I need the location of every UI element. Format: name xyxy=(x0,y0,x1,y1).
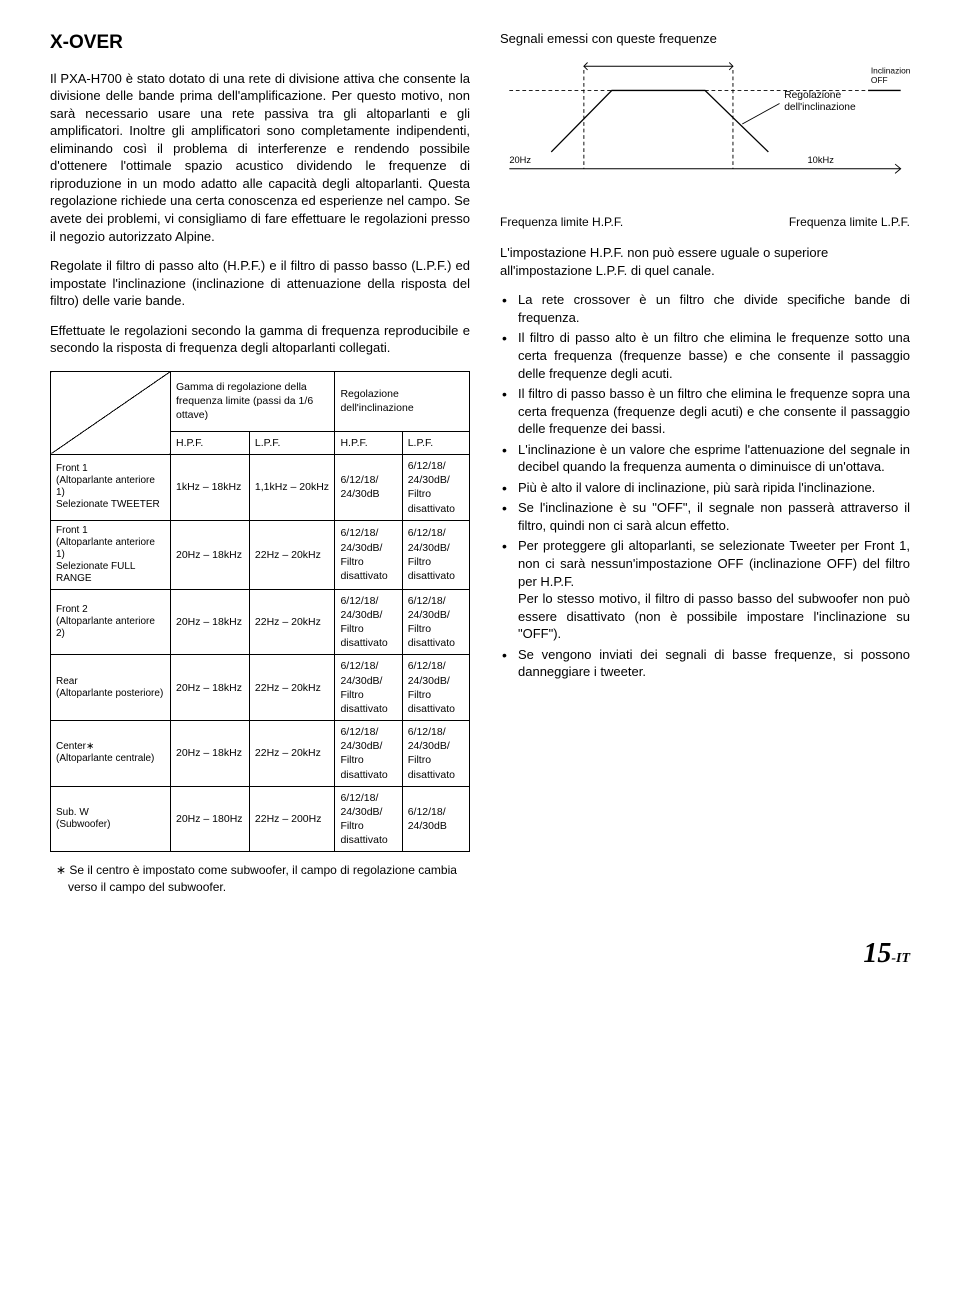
diagram-10khz-label: 10kHz xyxy=(808,155,835,165)
table-cell: 6/12/18/ 24/30dB/ Filtro disattivato xyxy=(402,589,469,655)
list-item: Più è alto il valore di inclinazione, pi… xyxy=(500,479,910,497)
table-cell: 22Hz – 20kHz xyxy=(249,655,335,721)
crossover-table: Gamma di regolazione della frequenza lim… xyxy=(50,371,470,853)
table-row: Sub. W (Subwoofer)20Hz – 180Hz22Hz – 200… xyxy=(51,786,470,852)
table-cell: 22Hz – 20kHz xyxy=(249,721,335,787)
table-cell: 6/12/18/ 24/30dB/ Filtro disattivato xyxy=(402,655,469,721)
table-subheader-lpf-s: L.P.F. xyxy=(402,431,469,454)
table-cell: 20Hz – 18kHz xyxy=(171,520,250,589)
hpf-note: L'impostazione H.P.F. non può essere ugu… xyxy=(500,244,910,279)
intro-para-1: Il PXA-H700 è stato dotato di una rete d… xyxy=(50,70,470,245)
list-item: Se vengono inviati dei segnali di basse … xyxy=(500,646,910,681)
table-subheader-hpf: H.P.F. xyxy=(171,431,250,454)
table-row-label: Center∗ (Altoparlante centrale) xyxy=(51,721,171,787)
table-corner xyxy=(51,371,171,454)
table-cell: 20Hz – 180Hz xyxy=(171,786,250,852)
table-cell: 22Hz – 20kHz xyxy=(249,520,335,589)
table-subheader-hpf-s: H.P.F. xyxy=(335,431,402,454)
table-row-label: Front 2 (Altoparlante anteriore 2) xyxy=(51,589,171,655)
list-item: Il filtro di passo alto è un filtro che … xyxy=(500,329,910,382)
list-item: La rete crossover è un filtro che divide… xyxy=(500,291,910,326)
notes-list: La rete crossover è un filtro che divide… xyxy=(500,291,910,680)
table-header-range: Gamma di regolazione della frequenza lim… xyxy=(171,371,335,431)
list-item: Per proteggere gli altoparlanti, se sele… xyxy=(500,537,910,642)
table-cell: 1,1kHz – 20kHz xyxy=(249,455,335,521)
freq-limit-lpf: Frequenza limite L.P.F. xyxy=(789,214,910,230)
list-item: Se l'inclinazione è su "OFF", il segnale… xyxy=(500,499,910,534)
table-row: Rear (Altoparlante posteriore)20Hz – 18k… xyxy=(51,655,470,721)
table-cell: 6/12/18/ 24/30dB/ Filtro disattivato xyxy=(335,721,402,787)
table-subheader-lpf: L.P.F. xyxy=(249,431,335,454)
list-item: L'inclinazione è un valore che esprime l… xyxy=(500,441,910,476)
table-row: Front 2 (Altoparlante anteriore 2)20Hz –… xyxy=(51,589,470,655)
table-cell: 6/12/18/ 24/30dB/ Filtro disattivato xyxy=(402,721,469,787)
table-cell: 6/12/18/ 24/30dB/ Filtro disattivato xyxy=(402,520,469,589)
diagram-reg-label-2: dell'inclinazione xyxy=(784,102,856,113)
table-row-label: Front 1 (Altoparlante anteriore 1) Selez… xyxy=(51,520,171,589)
table-cell: 6/12/18/ 24/30dB/ Filtro disattivato xyxy=(335,520,402,589)
diagram-incl-off-2: OFF xyxy=(871,75,888,85)
table-cell: 22Hz – 20kHz xyxy=(249,589,335,655)
table-cell: 22Hz – 200Hz xyxy=(249,786,335,852)
list-item: Il filtro di passo basso è un filtro che… xyxy=(500,385,910,438)
table-cell: 6/12/18/ 24/30dB xyxy=(402,786,469,852)
table-cell: 1kHz – 18kHz xyxy=(171,455,250,521)
table-cell: 6/12/18/ 24/30dB/ Filtro disattivato xyxy=(335,786,402,852)
table-row-label: Front 1 (Altoparlante anteriore 1) Selez… xyxy=(51,455,171,521)
table-row: Center∗ (Altoparlante centrale)20Hz – 18… xyxy=(51,721,470,787)
page-title: X-OVER xyxy=(50,30,470,56)
intro-para-3: Effettuate le regolazioni secondo la gam… xyxy=(50,322,470,357)
frequency-diagram: Regolazione dell'inclinazione Inclinazio… xyxy=(500,54,910,194)
freq-limit-hpf: Frequenza limite H.P.F. xyxy=(500,214,623,230)
table-cell: 6/12/18/ 24/30dB/ Filtro disattivato xyxy=(402,455,469,521)
table-row-label: Sub. W (Subwoofer) xyxy=(51,786,171,852)
diagram-20hz-label: 20Hz xyxy=(509,155,531,165)
freq-limit-labels: Frequenza limite H.P.F. Frequenza limite… xyxy=(500,214,910,230)
table-row: Front 1 (Altoparlante anteriore 1) Selez… xyxy=(51,455,470,521)
page-number: 15-IT xyxy=(50,935,910,973)
table-cell: 20Hz – 18kHz xyxy=(171,721,250,787)
table-cell: 20Hz – 18kHz xyxy=(171,655,250,721)
intro-para-2: Regolate il filtro di passo alto (H.P.F.… xyxy=(50,257,470,310)
table-footnote: Se il centro è impostato come subwoofer,… xyxy=(50,862,470,894)
table-cell: 6/12/18/ 24/30dB/ Filtro disattivato xyxy=(335,655,402,721)
table-cell: 6/12/18/ 24/30dB xyxy=(335,455,402,521)
table-cell: 20Hz – 18kHz xyxy=(171,589,250,655)
table-row-label: Rear (Altoparlante posteriore) xyxy=(51,655,171,721)
signals-title: Segnali emessi con queste frequenze xyxy=(500,30,910,48)
diagram-reg-label-1: Regolazione xyxy=(784,89,841,100)
table-header-slope: Regolazione dell'inclinazione xyxy=(335,371,470,431)
table-cell: 6/12/18/ 24/30dB/ Filtro disattivato xyxy=(335,589,402,655)
table-row: Front 1 (Altoparlante anteriore 1) Selez… xyxy=(51,520,470,589)
